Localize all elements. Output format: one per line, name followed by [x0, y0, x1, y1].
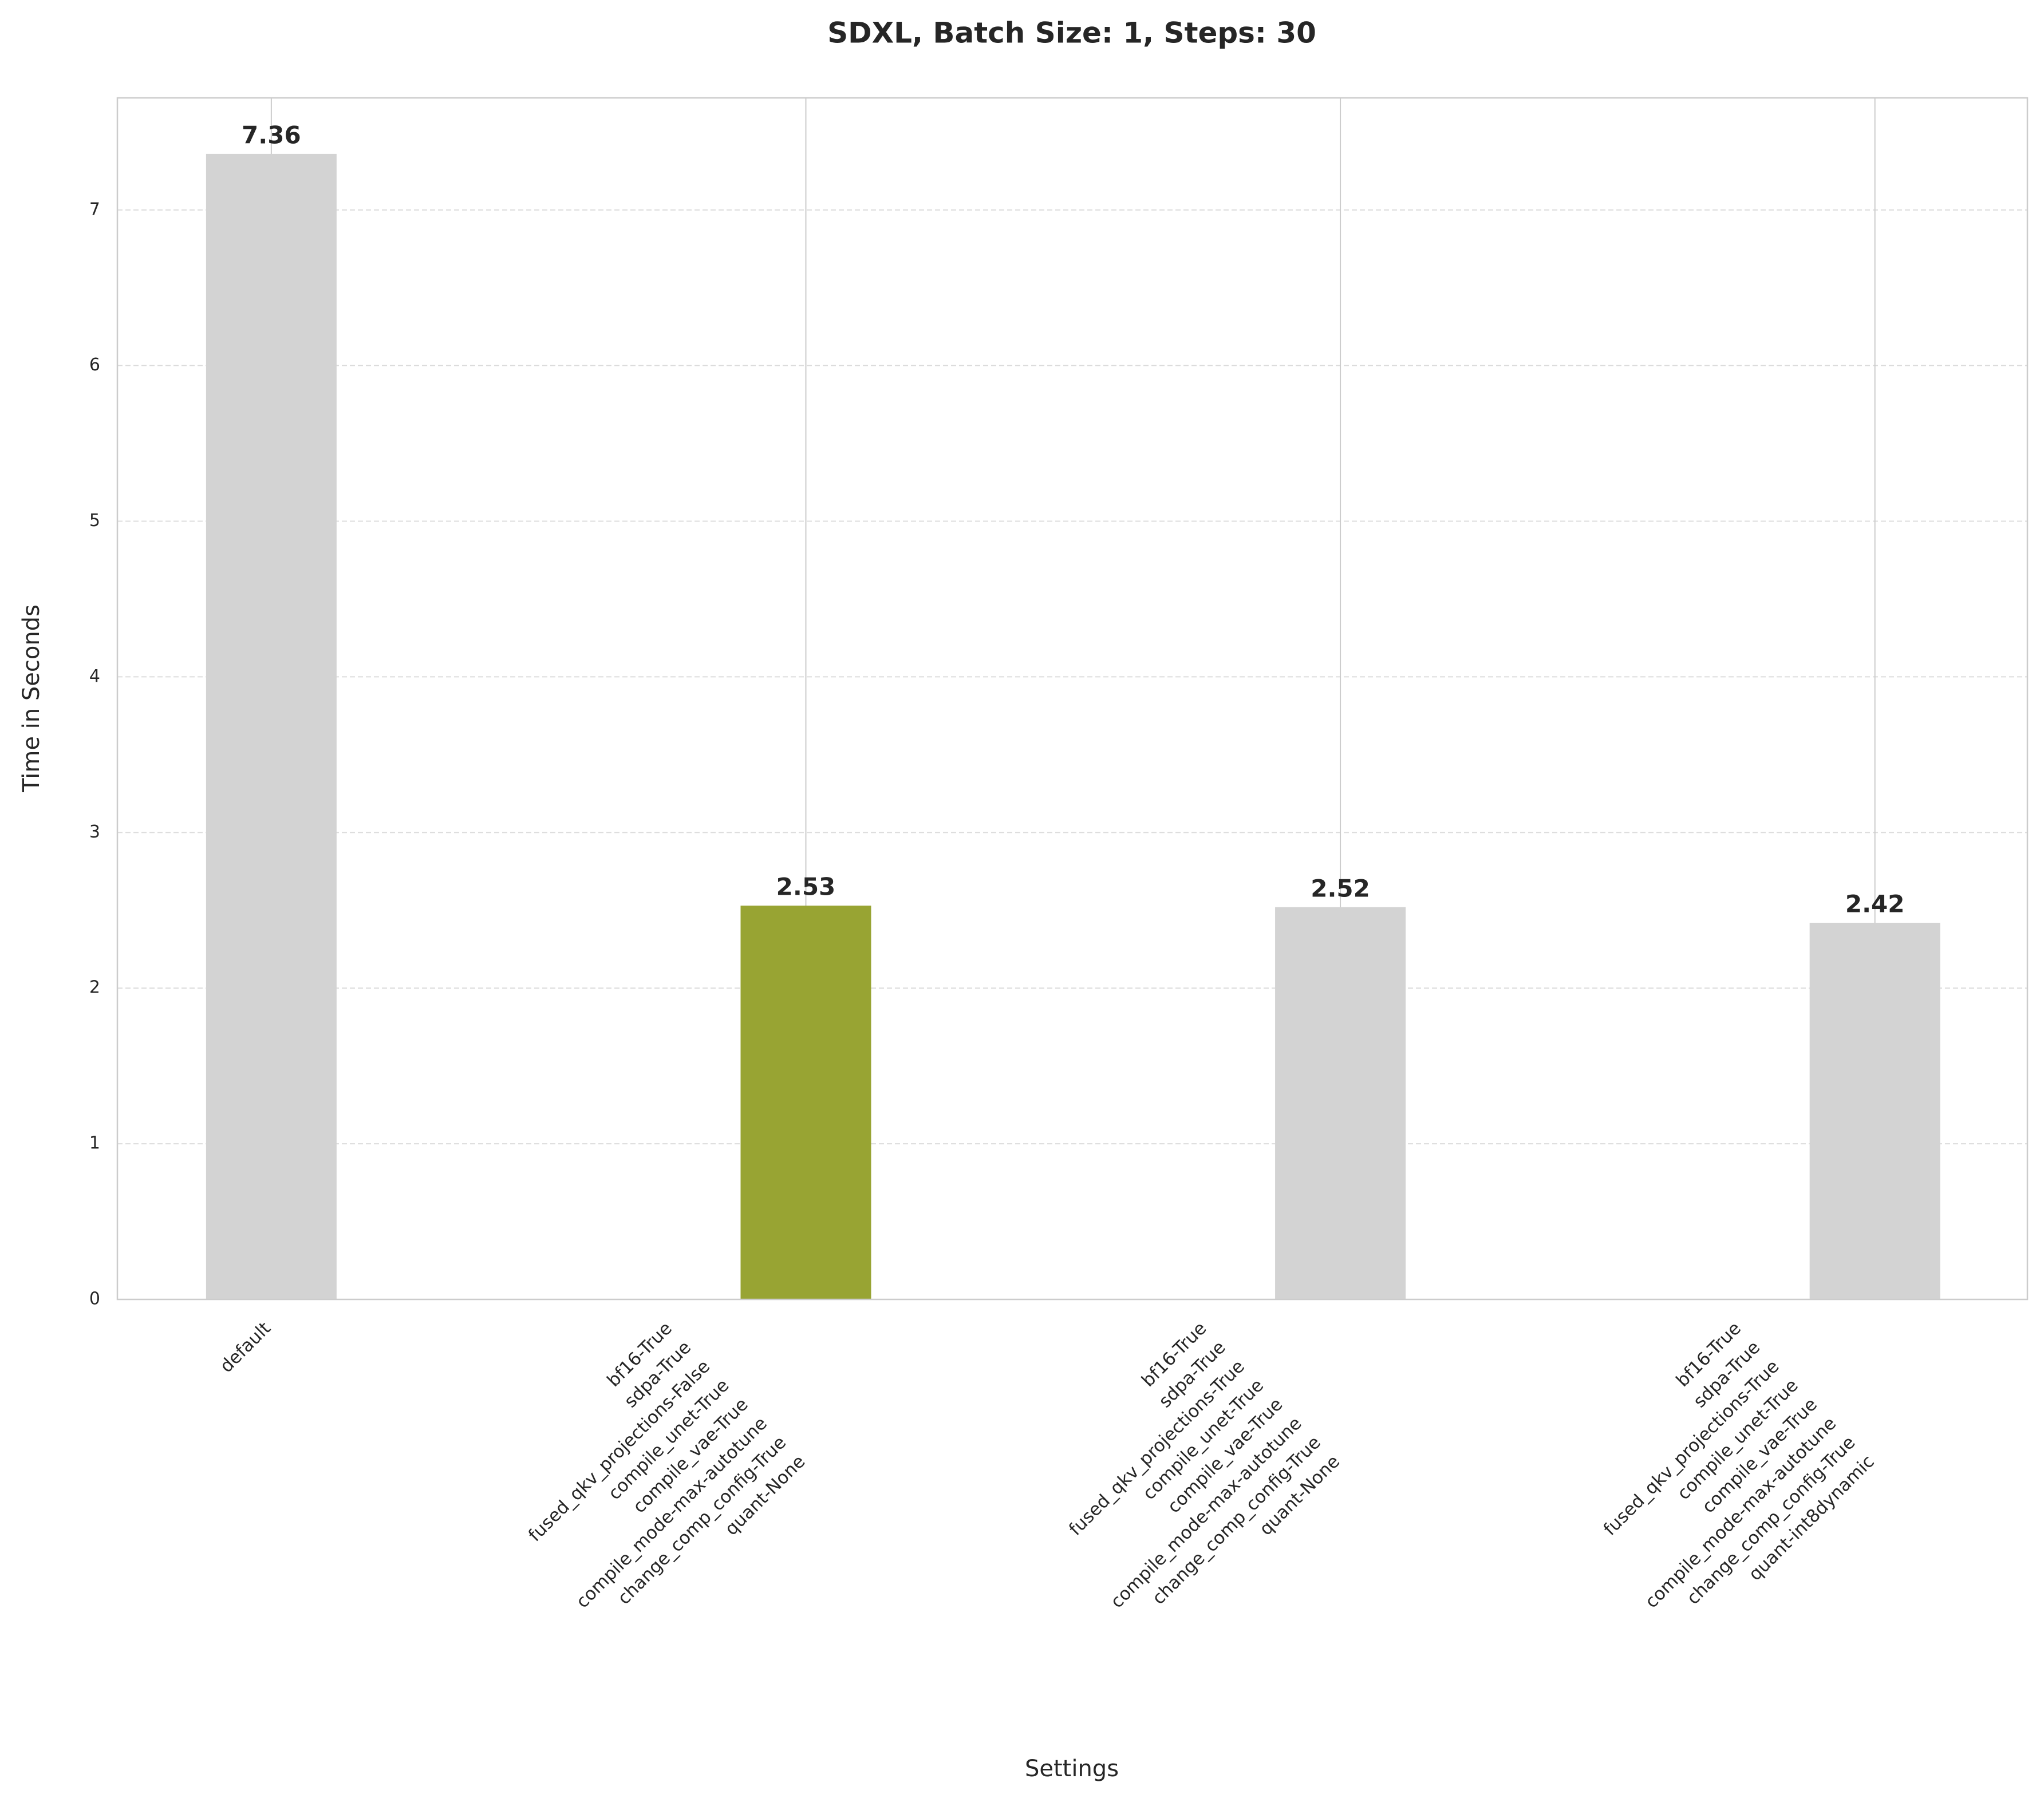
y-tick-label: 7	[89, 199, 100, 219]
value-label: 7.36	[242, 121, 301, 149]
y-tick-label: 3	[89, 822, 100, 842]
value-label: 2.53	[776, 873, 836, 901]
y-tick-label: 5	[89, 511, 100, 531]
y-axis-label: Time in Seconds	[18, 604, 45, 793]
bar	[1809, 923, 1940, 1299]
y-tick-label: 6	[89, 355, 100, 375]
value-label: 2.52	[1311, 874, 1370, 902]
y-tick-label: 0	[89, 1289, 100, 1309]
y-tick-label: 1	[89, 1133, 100, 1153]
value-label: 2.42	[1845, 890, 1905, 918]
chart-title: SDXL, Batch Size: 1, Steps: 30	[827, 17, 1316, 50]
bar	[1275, 907, 1406, 1299]
bar	[206, 153, 337, 1299]
y-tick-label: 4	[89, 666, 100, 686]
plot-frame	[116, 97, 2029, 1301]
y-tick-label: 2	[89, 978, 100, 998]
x-axis-label: Settings	[1025, 1756, 1119, 1782]
bar	[740, 906, 871, 1299]
